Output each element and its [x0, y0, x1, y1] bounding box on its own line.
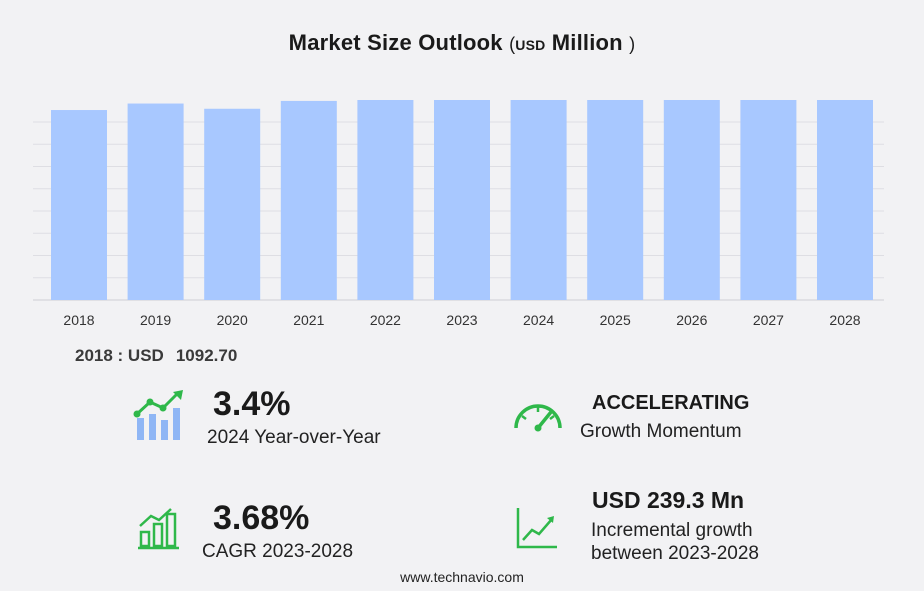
x-tick-label: 2018	[63, 312, 94, 328]
x-tick-label: 2022	[370, 312, 401, 328]
momentum-caption: Growth Momentum	[580, 421, 742, 443]
momentum-label: Growth Momentum	[580, 421, 742, 442]
x-tick-label: 2028	[829, 312, 860, 328]
x-tick-label: 2023	[446, 312, 477, 328]
title-paren-open: (	[509, 34, 516, 54]
bar-2023	[434, 100, 490, 300]
x-tick-label: 2019	[140, 312, 171, 328]
cagr-stat: 3.68%	[213, 501, 309, 535]
x-tick-label: 2021	[293, 312, 324, 328]
title-paren-close: )	[629, 34, 636, 54]
bar-2027	[740, 100, 797, 301]
bar-2026	[663, 100, 720, 300]
yoy-label: 2024 Year-over-Year	[207, 427, 381, 448]
title-unit-word: Million	[551, 30, 623, 55]
footer-site: www.technavio.com	[400, 569, 524, 585]
bar-2028	[817, 100, 873, 300]
cagr-caption: CAGR 2023-2028	[202, 541, 353, 563]
x-tick-label: 2027	[753, 312, 784, 328]
base-year-value: 2018 : USD 1092.70	[75, 346, 237, 366]
bar-2021	[280, 100, 337, 300]
speedometer-icon	[514, 404, 562, 432]
x-tick-label: 2024	[523, 312, 554, 328]
x-tick-label: 2026	[676, 312, 707, 328]
title-text: Market Size Outlook	[288, 30, 503, 55]
base-year-amount: 1092.70	[175, 346, 238, 365]
incremental-value: USD 239.3 Mn	[592, 487, 745, 513]
bar-2018	[51, 110, 107, 300]
bar-2025	[587, 100, 644, 301]
x-axis-ticks: 2018 2019 2020 2021 2022 2023 2024 2025 2026 2027…	[63, 312, 860, 328]
incremental-caption: Incremental growth between 2023-2028	[591, 520, 759, 565]
bar-2019	[127, 103, 184, 300]
cagr-label: CAGR 2023-2028	[202, 541, 354, 562]
bar-growth-icon	[138, 508, 179, 550]
incremental-label-1: Incremental growth	[591, 520, 753, 541]
x-tick-label: 2020	[217, 312, 248, 328]
chart-bars	[51, 100, 873, 301]
incremental-stat: USD 239.3 Mn	[592, 487, 744, 514]
momentum-stat: ACCELERATING	[592, 392, 749, 415]
bar-2022	[357, 100, 414, 301]
chart-title: Market Size Outlook (USD Million )	[0, 30, 924, 56]
title-unit: USD	[515, 37, 546, 53]
bar-trend-icon	[133, 390, 183, 440]
cagr-value: 3.68%	[213, 499, 310, 537]
yoy-value: 3.4%	[213, 385, 291, 423]
yoy-stat: 3.4%	[213, 387, 291, 421]
line-growth-icon	[516, 508, 557, 549]
base-year-label: 2018 : USD	[75, 346, 164, 365]
x-tick-label: 2025	[600, 312, 631, 328]
bar-chart: 2018 2019 2020 2021 2022 2023 2024 2025 2026 2027…	[33, 100, 884, 328]
incremental-label-2: between 2023-2028	[591, 543, 759, 564]
bar-2020	[204, 108, 261, 301]
momentum-value: ACCELERATING	[592, 392, 750, 414]
yoy-caption: 2024 Year-over-Year	[207, 427, 381, 449]
bar-2024	[510, 100, 567, 301]
